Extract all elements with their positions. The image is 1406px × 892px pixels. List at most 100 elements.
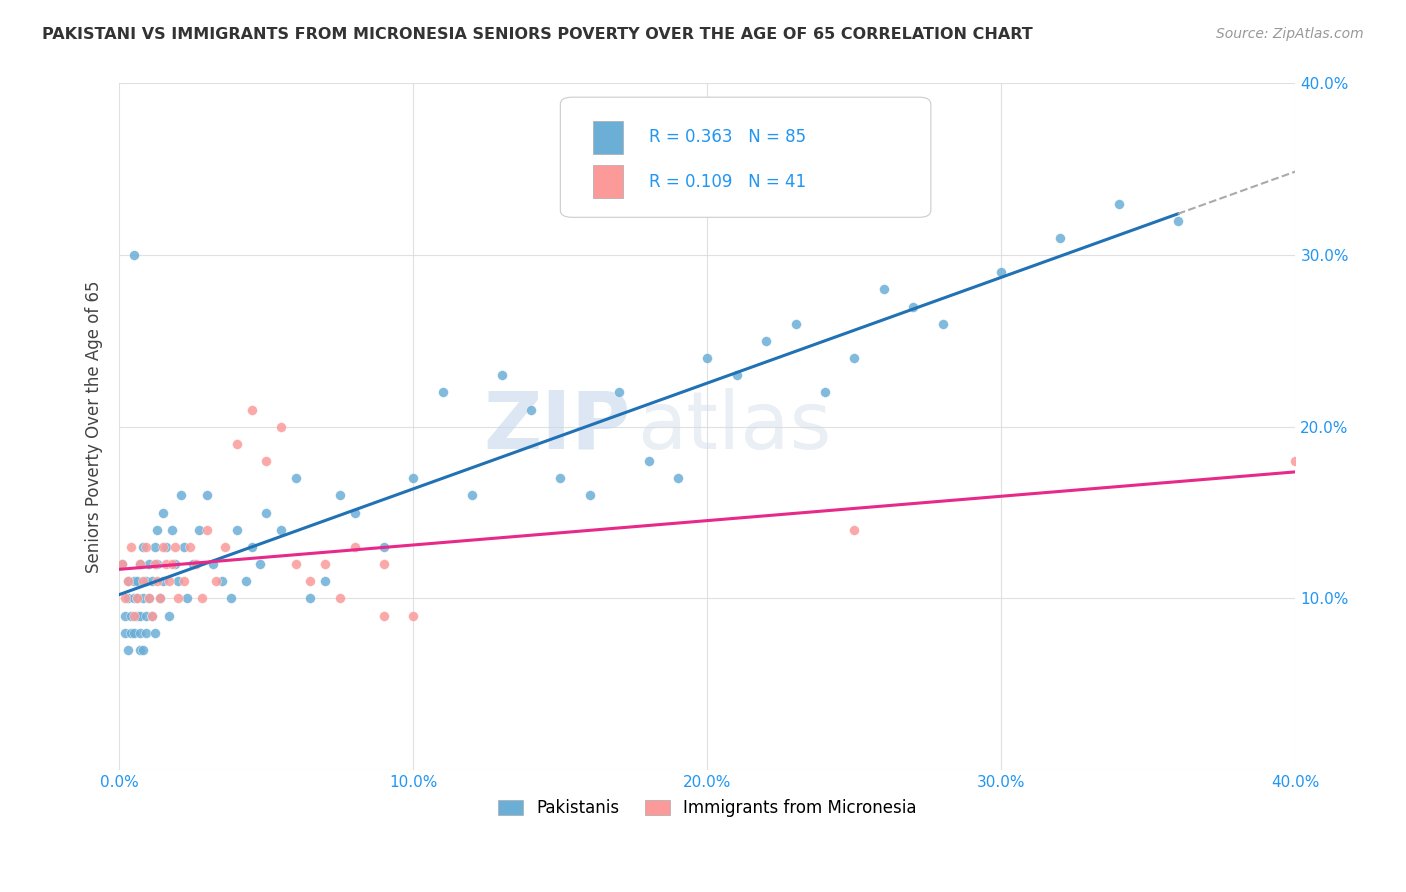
Point — [205, 574, 228, 589]
Point — [143, 540, 166, 554]
Point — [120, 540, 142, 554]
Point — [152, 574, 174, 589]
Point — [125, 608, 148, 623]
Point — [314, 557, 336, 571]
Point — [190, 591, 212, 606]
Point — [141, 608, 163, 623]
Point — [120, 608, 142, 623]
Point — [117, 643, 139, 657]
Point — [114, 608, 136, 623]
Point — [725, 368, 748, 383]
Point — [170, 488, 193, 502]
Point — [240, 402, 263, 417]
Point — [141, 608, 163, 623]
Point — [1284, 454, 1306, 468]
Point — [128, 643, 150, 657]
Point — [138, 591, 160, 606]
Point — [160, 557, 183, 571]
Point — [432, 385, 454, 400]
Point — [329, 591, 352, 606]
Point — [402, 471, 425, 485]
Point — [167, 574, 190, 589]
Point — [990, 265, 1012, 279]
Point — [254, 506, 277, 520]
Text: PAKISTANI VS IMMIGRANTS FROM MICRONESIA SENIORS POVERTY OVER THE AGE OF 65 CORRE: PAKISTANI VS IMMIGRANTS FROM MICRONESIA … — [42, 27, 1033, 42]
Point — [128, 557, 150, 571]
Point — [254, 454, 277, 468]
Text: Source: ZipAtlas.com: Source: ZipAtlas.com — [1216, 27, 1364, 41]
Point — [1167, 213, 1189, 227]
Point — [197, 523, 219, 537]
Point — [157, 574, 180, 589]
Point — [117, 574, 139, 589]
Point — [125, 591, 148, 606]
Point — [122, 248, 145, 262]
Point — [211, 574, 233, 589]
Point — [202, 557, 225, 571]
Point — [132, 540, 155, 554]
Point — [270, 523, 292, 537]
Text: R = 0.363   N = 85: R = 0.363 N = 85 — [648, 128, 806, 146]
Point — [128, 608, 150, 623]
Legend: Pakistanis, Immigrants from Micronesia: Pakistanis, Immigrants from Micronesia — [492, 792, 924, 823]
Point — [152, 540, 174, 554]
Point — [120, 625, 142, 640]
Point — [249, 557, 271, 571]
Point — [903, 300, 925, 314]
Point — [666, 471, 689, 485]
Point — [607, 385, 630, 400]
Point — [225, 523, 247, 537]
Point — [461, 488, 484, 502]
Point — [284, 557, 307, 571]
Point — [637, 454, 659, 468]
Point — [219, 591, 242, 606]
Point — [755, 334, 778, 348]
FancyBboxPatch shape — [593, 121, 623, 154]
Point — [149, 591, 172, 606]
Point — [329, 488, 352, 502]
Point — [114, 591, 136, 606]
Point — [135, 540, 157, 554]
Point — [578, 488, 600, 502]
Point — [111, 557, 134, 571]
Point — [152, 506, 174, 520]
Point — [114, 625, 136, 640]
Point — [146, 557, 169, 571]
Point — [184, 557, 207, 571]
Point — [146, 574, 169, 589]
Point — [814, 385, 837, 400]
FancyBboxPatch shape — [561, 97, 931, 218]
Point — [155, 540, 177, 554]
Text: ZIP: ZIP — [484, 388, 631, 466]
Text: atlas: atlas — [637, 388, 831, 466]
Point — [785, 317, 807, 331]
Point — [931, 317, 953, 331]
Point — [179, 540, 201, 554]
Point — [146, 523, 169, 537]
Point — [173, 574, 195, 589]
Point — [122, 625, 145, 640]
Point — [122, 608, 145, 623]
Point — [235, 574, 257, 589]
Point — [111, 557, 134, 571]
Point — [117, 574, 139, 589]
Point — [165, 557, 187, 571]
Point — [299, 574, 322, 589]
Point — [402, 608, 425, 623]
Point — [143, 557, 166, 571]
Point — [135, 625, 157, 640]
Point — [373, 540, 395, 554]
Point — [181, 557, 204, 571]
Point — [135, 608, 157, 623]
Point — [284, 471, 307, 485]
Point — [844, 351, 866, 365]
Point — [214, 540, 236, 554]
Point — [125, 574, 148, 589]
Point — [550, 471, 572, 485]
Point — [225, 437, 247, 451]
Point — [138, 557, 160, 571]
Point — [155, 557, 177, 571]
Point — [132, 643, 155, 657]
Point — [167, 591, 190, 606]
Point — [141, 574, 163, 589]
